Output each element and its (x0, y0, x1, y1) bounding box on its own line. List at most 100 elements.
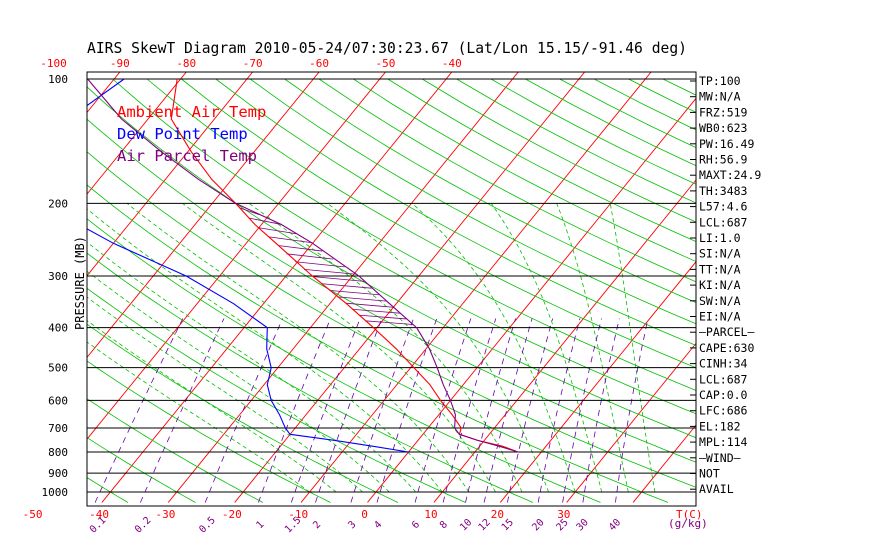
top-axis: -120-110-100-90-80-70-60-50-40 (0, 57, 462, 70)
mixing-unit-label: (g/kg) (668, 517, 708, 530)
pressure-tick-label: 600 (48, 394, 68, 407)
dry-adiabat-line (456, 78, 696, 204)
index-label: TP:100 (699, 74, 741, 88)
x-axis-label: T(C) (676, 508, 703, 521)
cape-hatch-line (329, 290, 379, 296)
bottom-tick-label: -10 (288, 508, 308, 521)
bottom-tick-label: 10 (424, 508, 437, 521)
dry-adiabat-line (215, 78, 696, 346)
dry-adiabat-line (766, 79, 870, 503)
index-label: FRZ:519 (699, 105, 748, 119)
mixing-ratio-label: 0.2 (133, 515, 154, 536)
index-label: WB0:623 (699, 121, 748, 135)
moist-adiabat-line (87, 341, 310, 493)
moist-adiabat-line (182, 202, 496, 493)
isotherm-line (87, 72, 387, 440)
index-label: CAP:0.0 (699, 388, 748, 402)
pressure-tick-label: 100 (48, 73, 68, 86)
bottom-axis: -50 -40 -30 -20 -10 0 10 20 30 (23, 508, 571, 521)
moist-adiabat-line (87, 320, 337, 493)
mixing-ratio-line (376, 318, 438, 503)
pressure-axis: 100 200 300 400 500 600 700 800 900 1000 (42, 73, 69, 499)
top-tick-label: -60 (309, 57, 329, 70)
mixing-ratio-label: 2 (311, 519, 323, 531)
pressure-tick-label: 500 (48, 362, 68, 375)
cape-hatch (239, 207, 413, 325)
dry-adiabat-line (662, 78, 696, 96)
index-label: SW:N/A (699, 294, 741, 308)
dry-adiabat-line (284, 78, 696, 303)
bottom-tick-label: -40 (89, 508, 109, 521)
index-label: TT:N/A (699, 262, 741, 276)
mixing-ratio-line (315, 318, 383, 503)
mixing-ratio-line (290, 318, 361, 503)
mixing-ratio-label: 3 (346, 519, 358, 531)
pressure-tick-label: 400 (48, 322, 68, 335)
mixing-ratio-label: 6 (410, 519, 422, 531)
index-label: LCL:687 (699, 215, 748, 229)
mixing-ratio-label: 40 (607, 517, 623, 533)
cape-hatch-line (352, 308, 400, 314)
top-tick-label: -70 (243, 57, 263, 70)
dry-adiabat-line (181, 78, 696, 369)
isotherm-line (766, 60, 870, 502)
cape-hatch-line (358, 314, 407, 320)
index-label: RH:56.9 (699, 153, 748, 167)
cape-hatch-line (239, 207, 260, 215)
dry-adiabat-line (353, 78, 696, 262)
legend-entry: Ambient Air Temp (117, 103, 266, 121)
dry-adiabat-line (87, 118, 696, 463)
dry-adiabat-line (318, 78, 696, 283)
isotherm-line (300, 72, 652, 503)
dry-adiabat-line (387, 78, 696, 242)
index-label: TH:3483 (699, 184, 748, 198)
mixing-ratio-label: 4 (372, 519, 384, 531)
cape-hatch-line (258, 227, 297, 235)
isotherm-line (167, 72, 519, 503)
cape-hatch-line (320, 283, 372, 289)
index-label: PW:16.49 (699, 137, 754, 151)
mixing-ratio-label: 30 (575, 517, 591, 533)
dry-adiabat-line (421, 78, 696, 223)
top-tick-label: -80 (176, 57, 196, 70)
index-label: MPL:114 (699, 435, 748, 449)
isotherm-line (234, 72, 586, 503)
isotherm-line (87, 72, 254, 277)
index-label: —PARCEL— (699, 325, 754, 339)
bottom-tick-label: 20 (491, 508, 504, 521)
cape-hatch-line (313, 276, 365, 282)
cape-hatch-line (345, 302, 394, 308)
bottom-tick-label: -20 (222, 508, 242, 521)
cape-hatch-line (337, 296, 387, 302)
cape-hatch-line (365, 320, 413, 325)
series-line (87, 78, 409, 453)
index-label: CINH:34 (699, 357, 748, 371)
cape-hatch-line (286, 253, 334, 260)
cape-hatch-line (304, 268, 357, 275)
dry-adiabat-line (0, 79, 60, 503)
series-lines (87, 78, 519, 453)
mixing-ratio-line (507, 318, 554, 503)
moist-adiabat-line (87, 241, 417, 493)
dry-adiabat-line (249, 78, 696, 325)
index-label: MAXT:24.9 (699, 168, 761, 182)
index-label: CAPE:630 (699, 341, 754, 355)
legend-entry: Dew Point Temp (117, 125, 248, 143)
top-tick-label: -90 (110, 57, 130, 70)
mixing-ratio-line (483, 318, 533, 503)
mixing-ratio-line (465, 318, 516, 503)
top-tick-label: -50 (376, 57, 396, 70)
index-label: MW:N/A (699, 90, 741, 104)
dry-adiabat-line (87, 477, 129, 503)
legend-entry: Air Parcel Temp (117, 147, 257, 165)
grid (0, 60, 870, 503)
index-label: EL:182 (699, 419, 741, 433)
pressure-tick-label: 800 (48, 446, 68, 459)
index-label: LFC:686 (699, 404, 748, 418)
mixing-ratio-line (414, 318, 472, 503)
index-label: KI:N/A (699, 278, 741, 292)
mixing-ratio-line (537, 318, 581, 503)
index-label: NOT (699, 467, 720, 481)
